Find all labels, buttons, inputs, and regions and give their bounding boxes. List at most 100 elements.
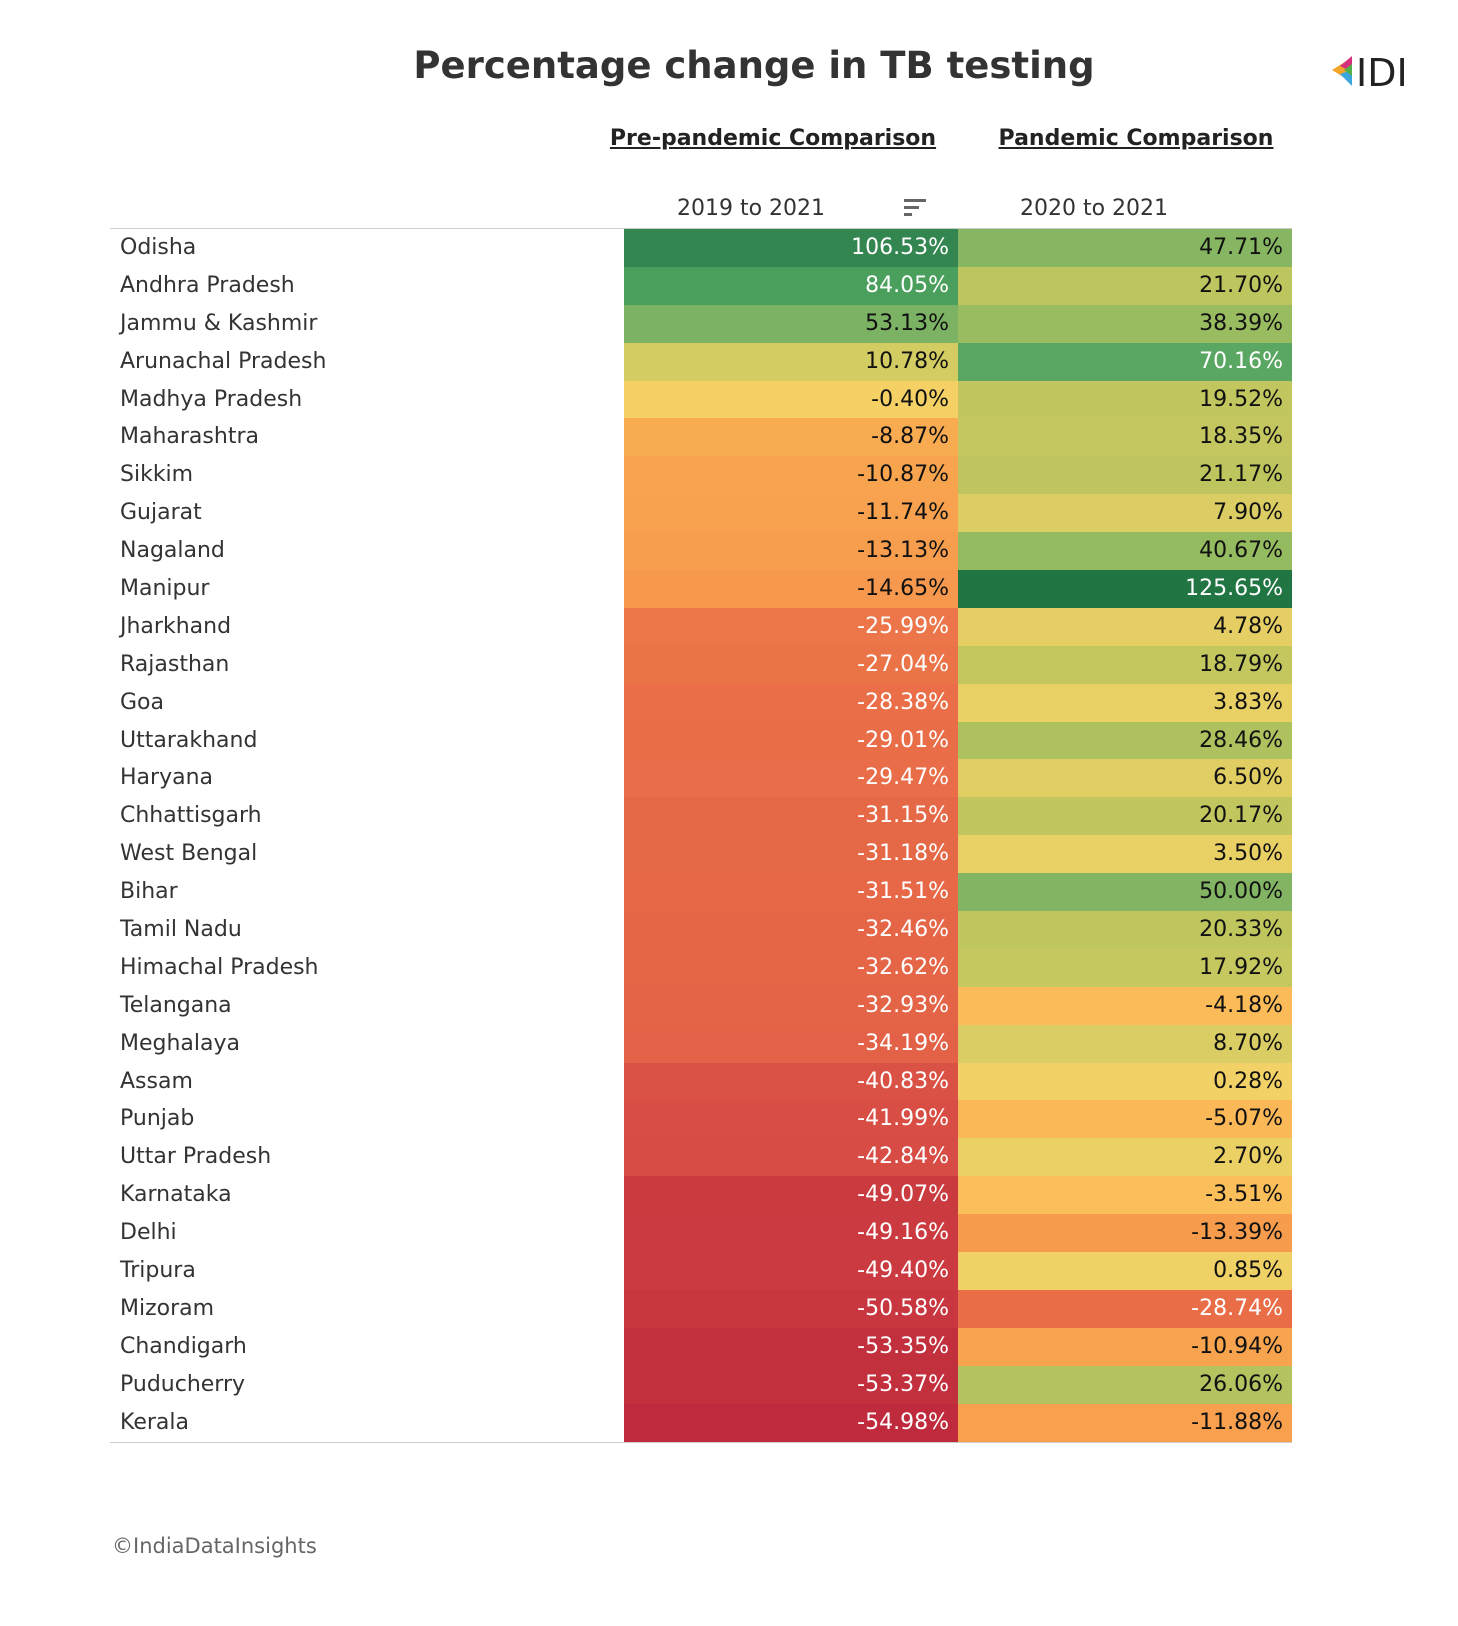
value-cell: 7.90% (958, 494, 1292, 533)
table-row: Uttar Pradesh -42.84% 2.70% (110, 1138, 1292, 1177)
value-cell: 47.71% (958, 229, 1292, 267)
state-name: Tripura (120, 1258, 196, 1284)
table-row: Meghalaya -34.19% 8.70% (110, 1024, 1292, 1063)
table-row: Kerala -54.98% -11.88% (110, 1403, 1292, 1442)
value-cell: -49.16% (624, 1214, 958, 1253)
table-row: Rajasthan -27.04% 18.79% (110, 645, 1292, 684)
state-name: Jharkhand (120, 613, 232, 639)
value-cell: 26.06% (958, 1365, 1292, 1404)
value-cell: -27.04% (624, 645, 958, 684)
table-row: Telangana -32.93% -4.18% (110, 986, 1292, 1025)
table-row: Chandigarh -53.35% -10.94% (110, 1327, 1292, 1366)
table-row: Mizoram -50.58% -28.74% (110, 1289, 1292, 1328)
logo-triangle (1340, 70, 1352, 86)
state-name: Sikkim (120, 462, 194, 488)
value-cell: 3.50% (958, 835, 1292, 874)
state-name: Delhi (120, 1220, 177, 1246)
value-cell: -32.46% (624, 911, 958, 949)
value-cell: 28.46% (958, 721, 1292, 760)
value-cell: -13.39% (958, 1214, 1292, 1253)
state-name: Assam (120, 1068, 193, 1094)
state-name: Goa (120, 689, 164, 715)
value-cell: -34.19% (624, 1024, 958, 1063)
table-row: Chhattisgarh -31.15% 20.17% (110, 797, 1292, 836)
value-cell: -41.99% (624, 1100, 958, 1139)
column-header: 2019 to 2021 (676, 196, 826, 221)
value-cell: 4.78% (958, 607, 1292, 646)
footer: ©IndiaDataInsights (112, 1534, 317, 1558)
state-name: Tamil Nadu (120, 917, 242, 943)
logo-triangle (1344, 64, 1352, 76)
value-cell: 8.70% (958, 1024, 1292, 1063)
table-row: Haryana -29.47% 6.50% (110, 759, 1292, 798)
value-cell: -8.87% (624, 418, 958, 457)
value-cell: -32.62% (624, 948, 958, 987)
value-cell: 19.52% (958, 380, 1292, 419)
value-cell: 21.70% (958, 266, 1292, 305)
value-cell: 21.17% (958, 456, 1292, 495)
state-name: Andhra Pradesh (120, 272, 295, 298)
state-name: Madhya Pradesh (120, 386, 303, 412)
table-row: Assam -40.83% 0.28% (110, 1062, 1292, 1101)
value-cell: -53.37% (624, 1365, 958, 1404)
value-cell: -25.99% (624, 607, 958, 646)
table-row: Karnataka -49.07% -3.51% (110, 1176, 1292, 1215)
value-cell: -28.74% (958, 1289, 1292, 1328)
state-name: Nagaland (120, 538, 225, 564)
value-cell: -49.07% (624, 1176, 958, 1215)
title: Percentage change in TB testing (413, 44, 1095, 87)
state-name: Punjab (120, 1106, 195, 1132)
table-row: Nagaland -13.13% 40.67% (110, 532, 1292, 571)
table-row: Madhya Pradesh -0.40% 19.52% (110, 380, 1292, 419)
table-row: Delhi -49.16% -13.39% (110, 1214, 1292, 1253)
state-name: West Bengal (120, 841, 258, 867)
value-cell: -13.13% (624, 532, 958, 571)
value-cell: -42.84% (624, 1138, 958, 1177)
value-cell: -31.18% (624, 835, 958, 874)
column-header: 2020 to 2021 (1019, 196, 1169, 221)
value-cell: -53.35% (624, 1327, 958, 1366)
table-row: Uttarakhand -29.01% 28.46% (110, 721, 1292, 760)
table-row: Arunachal Pradesh 10.78% 70.16% (110, 342, 1292, 381)
value-cell: -0.40% (624, 380, 958, 419)
value-cell: -54.98% (624, 1403, 958, 1442)
table: Odisha 106.53% 47.71% Andhra Pradesh 84.05% 2… (110, 228, 1292, 1443)
state-name: Odisha (120, 235, 197, 260)
state-name: Rajasthan (120, 651, 230, 677)
value-cell: -31.51% (624, 873, 958, 912)
value-cell: -11.74% (624, 494, 958, 533)
state-name: Uttar Pradesh (120, 1144, 272, 1170)
value-cell: -32.93% (624, 986, 958, 1025)
state-name: Kerala (120, 1409, 189, 1435)
value-cell: 50.00% (958, 873, 1292, 912)
value-cell: 0.28% (958, 1062, 1292, 1101)
table-row: Jharkhand -25.99% 4.78% (110, 607, 1292, 646)
value-cell: 0.85% (958, 1252, 1292, 1290)
value-cell: 18.79% (958, 645, 1292, 684)
table-row: Gujarat -11.74% 7.90% (110, 494, 1292, 533)
state-name: Himachal Pradesh (120, 954, 319, 980)
table-row: West Bengal -31.18% 3.50% (110, 835, 1292, 874)
state-name: Maharashtra (120, 424, 259, 450)
value-cell: -11.88% (958, 1403, 1292, 1442)
logo: IDI (1332, 51, 1408, 94)
value-cell: 17.92% (958, 948, 1292, 987)
value-cell: -40.83% (624, 1062, 958, 1101)
value-cell: -10.94% (958, 1327, 1292, 1366)
value-cell: 3.83% (958, 683, 1292, 722)
value-cell: 20.17% (958, 797, 1292, 836)
table-row: Maharashtra -8.87% 18.35% (110, 418, 1292, 457)
state-name: Gujarat (120, 500, 202, 526)
table-row: Andhra Pradesh 84.05% 21.70% (110, 266, 1292, 305)
value-cell: -14.65% (624, 570, 958, 608)
value-cell: -49.40% (624, 1252, 958, 1290)
value-cell: -31.15% (624, 797, 958, 836)
table-row: Puducherry -53.37% 26.06% (110, 1365, 1292, 1404)
value-cell: -28.38% (624, 683, 958, 722)
sort-icon[interactable] (904, 198, 928, 218)
value-cell: 2.70% (958, 1138, 1292, 1177)
group-header: Pre-pandemic Comparison (609, 126, 937, 151)
table-row: Jammu & Kashmir 53.13% 38.39% (110, 304, 1292, 343)
table-row: Himachal Pradesh -32.62% 17.92% (110, 948, 1292, 987)
